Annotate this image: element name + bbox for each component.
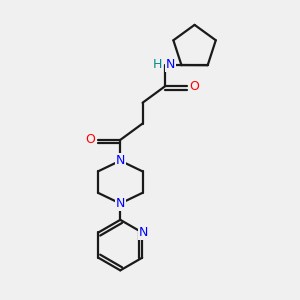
Text: N: N [116,197,125,210]
Text: O: O [85,134,95,146]
Text: N: N [116,154,125,167]
Text: N: N [139,226,148,239]
Text: N: N [166,58,175,71]
Text: O: O [190,80,200,93]
Text: H: H [153,58,162,71]
